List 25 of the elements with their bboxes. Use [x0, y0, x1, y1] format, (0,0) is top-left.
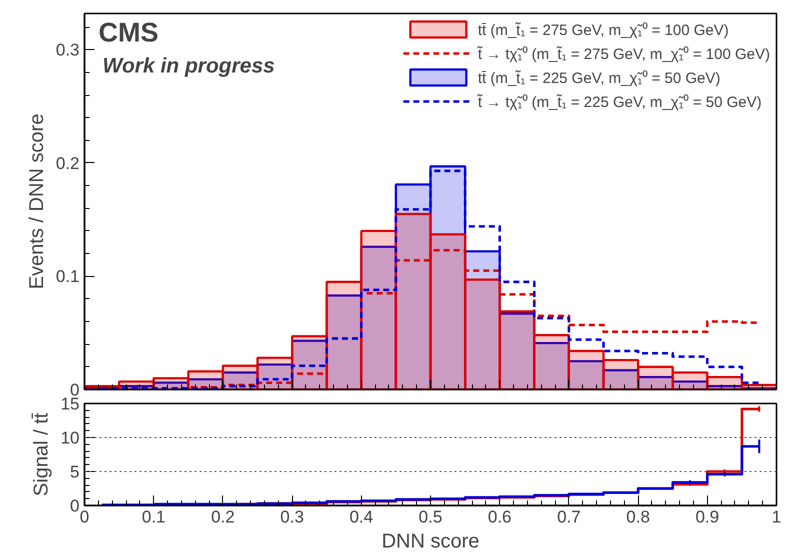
- x-tick-label: 0.2: [211, 508, 235, 526]
- x-tick-label: 0.6: [488, 508, 512, 526]
- annotation: CMS: [98, 18, 158, 48]
- y-tick-label: 15: [60, 394, 80, 414]
- legend-label: t̃ → tχ̃₁⁰ (m_t̃₁ = 275 GeV, m_χ̃₁⁰ = 100 GeV): [478, 45, 770, 63]
- x-axis-title: DNN score: [382, 530, 480, 552]
- y-tick-label: 0.1: [56, 267, 80, 286]
- x-tick-label: 0.1: [142, 508, 166, 526]
- x-tick-label: 0.5: [418, 508, 442, 526]
- legend-label: t̃ → tχ̃₁⁰ (m_t̃₁ = 225 GeV, m_χ̃₁⁰ = 50 GeV): [478, 93, 762, 111]
- x-tick-label: 0.3: [280, 508, 304, 526]
- y-axis-title: Events / DNN score: [26, 114, 48, 290]
- y-axis-title: Signal / tt̄: [30, 412, 53, 496]
- x-tick-label: 0.7: [557, 508, 581, 526]
- y-tick-label: 5: [70, 462, 80, 482]
- annotation: Work in progress: [102, 54, 275, 78]
- x-tick-label: 0.8: [626, 508, 650, 526]
- legend-label: tt̄ (m_t̃₁ = 275 GeV, m_χ̃₁⁰ = 100 GeV): [478, 21, 729, 39]
- y-tick-label: 0.2: [56, 154, 80, 173]
- x-tick-label: 1: [772, 508, 782, 526]
- x-tick-label: 0.9: [695, 508, 720, 526]
- y-tick-label: 0.3: [56, 40, 80, 60]
- y-tick-label: 10: [60, 428, 80, 448]
- legend-label: tt̄ (m_t̃₁ = 225 GeV, m_χ̃₁⁰ = 50 GeV): [478, 69, 720, 87]
- x-tick-label: 0.4: [349, 508, 374, 526]
